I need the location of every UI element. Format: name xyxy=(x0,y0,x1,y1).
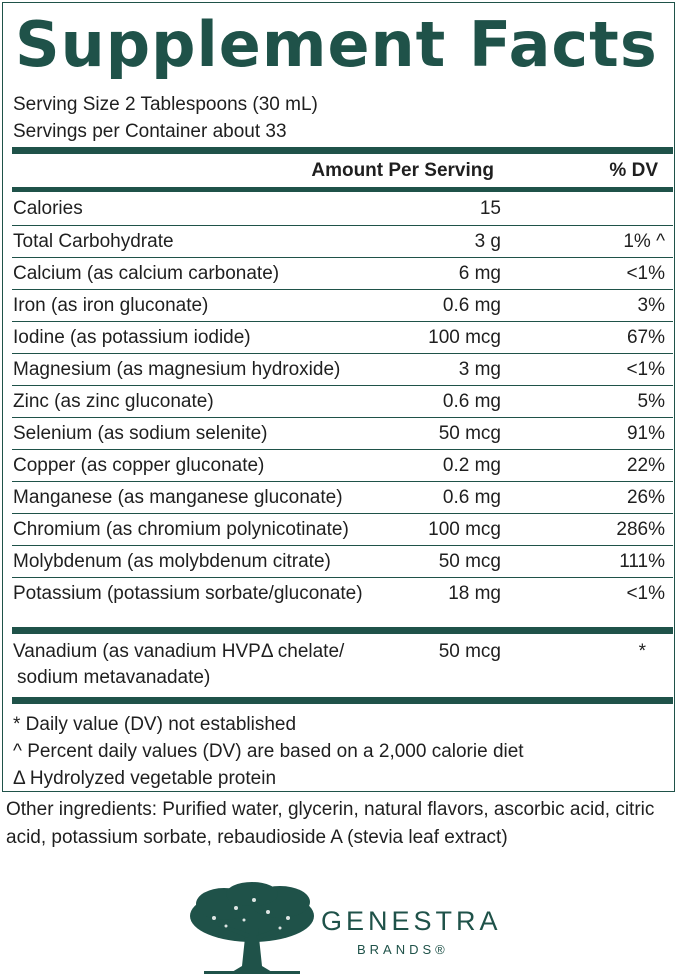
nutrient-amount: 100 mcg xyxy=(428,519,501,540)
nutrient-name: Total Carbohydrate xyxy=(13,231,174,252)
nutrient-dv: 26% xyxy=(626,487,665,508)
table-row: Zinc (as zinc gluconate) 0.6 mg 5% xyxy=(12,385,673,417)
header-bottom-divider xyxy=(12,187,673,192)
table-row: Calories 15 xyxy=(12,193,673,225)
panel-title: Supplement Facts xyxy=(15,8,658,81)
other-ingredients: Other ingredients: Purified water, glyce… xyxy=(6,799,655,848)
footer-divider xyxy=(12,697,673,704)
table-row: Molybdenum (as molybdenum citrate) 50 mcg… xyxy=(12,545,673,577)
brand-subtitle: BRANDS® xyxy=(357,942,449,957)
serving-size: Serving Size 2 Tablespoons (30 mL) xyxy=(13,94,318,115)
footnotes: * Daily value (DV) not established ^ Per… xyxy=(13,711,524,792)
nutrient-amount: 0.6 mg xyxy=(442,487,501,508)
servings-per-container: Servings per Container about 33 xyxy=(13,121,287,142)
brand-name: GENESTRA xyxy=(321,906,502,936)
nutrient-name: Zinc (as zinc gluconate) xyxy=(13,391,214,412)
nutrient-amount: 15 xyxy=(479,198,501,219)
table-row: Iodine (as potassium iodide) 100 mcg 67% xyxy=(12,321,673,353)
vanadium-name: Vanadium (as vanadium HVPΔ chelate/ sodi… xyxy=(13,639,393,691)
table-row: Manganese (as manganese gluconate) 0.6 mg… xyxy=(12,481,673,513)
nutrient-amount: 0.2 mg xyxy=(442,455,501,476)
nutrient-amount: 18 mg xyxy=(448,583,501,604)
footnote: ^ Percent daily values (DV) are based on… xyxy=(13,741,524,762)
nutrient-dv: 111% xyxy=(619,551,665,572)
table-row: Calcium (as calcium carbonate) 6 mg <1% xyxy=(12,257,673,289)
nutrient-table: Calories 15 Total Carbohydrate 3 g 1% ^ Calci… xyxy=(12,193,673,609)
table-row: Total Carbohydrate 3 g 1% ^ xyxy=(12,225,673,257)
nutrient-amount: 6 mg xyxy=(458,263,501,284)
vanadium-amount: 50 mcg xyxy=(438,641,501,662)
nutrient-amount: 0.6 mg xyxy=(442,391,501,412)
nutrient-dv: 22% xyxy=(626,455,665,476)
footnote: * Daily value (DV) not established xyxy=(13,714,297,735)
oak-tree-icon xyxy=(190,882,314,974)
nutrient-dv: 5% xyxy=(637,391,665,412)
nutrient-dv: <1% xyxy=(626,359,665,380)
nutrient-amount: 50 mcg xyxy=(438,423,501,444)
nutrient-name: Iodine (as potassium iodide) xyxy=(13,327,251,348)
nutrient-name: Manganese (as manganese gluconate) xyxy=(13,487,343,508)
table-row: Copper (as copper gluconate) 0.2 mg 22% xyxy=(12,449,673,481)
dv-header: % DV xyxy=(609,160,658,181)
nutrient-name: Selenium (as sodium selenite) xyxy=(13,423,268,444)
table-row: Potassium (potassium sorbate/gluconate) 1… xyxy=(12,577,673,609)
nutrient-name: Calcium (as calcium carbonate) xyxy=(13,263,280,284)
vanadium-dv: * xyxy=(638,641,646,662)
nutrient-name: Iron (as iron gluconate) xyxy=(13,295,209,316)
nutrient-amount: 3 mg xyxy=(458,359,501,380)
amount-header: Amount Per Serving xyxy=(311,160,494,181)
nutrient-amount: 100 mcg xyxy=(428,327,501,348)
nutrient-name: Copper (as copper gluconate) xyxy=(13,455,265,476)
nutrient-dv: 91% xyxy=(626,423,665,444)
nutrient-amount: 0.6 mg xyxy=(442,295,501,316)
nutrient-name: Chromium (as chromium polynicotinate) xyxy=(13,519,349,540)
nutrient-dv: <1% xyxy=(626,263,665,284)
nutrient-name: Potassium (potassium sorbate/gluconate) xyxy=(13,583,363,604)
section-divider xyxy=(12,627,673,634)
supplement-facts-panel: Supplement Facts Serving Size 2 Tablespo… xyxy=(2,2,675,792)
table-row: Selenium (as sodium selenite) 50 mcg 91% xyxy=(12,417,673,449)
vanadium-name-line1: Vanadium (as vanadium HVPΔ chelate/ xyxy=(13,641,345,662)
nutrient-dv: 67% xyxy=(626,327,665,348)
nutrient-dv: 1% ^ xyxy=(623,231,665,252)
vanadium-name-line2: sodium metavanadate) xyxy=(17,667,211,688)
nutrient-name: Calories xyxy=(13,198,83,219)
table-row: Chromium (as chromium polynicotinate) 100… xyxy=(12,513,673,545)
footnote: Δ Hydrolyzed vegetable protein xyxy=(13,768,277,789)
vanadium-row: Vanadium (as vanadium HVPΔ chelate/ sodi… xyxy=(12,637,673,697)
nutrient-dv: <1% xyxy=(626,583,665,604)
table-row: Iron (as iron gluconate) 0.6 mg 3% xyxy=(12,289,673,321)
nutrient-dv: 3% xyxy=(637,295,665,316)
nutrient-amount: 50 mcg xyxy=(438,551,501,572)
header-divider xyxy=(12,147,673,154)
nutrient-amount: 3 g xyxy=(474,231,501,252)
table-row: Magnesium (as magnesium hydroxide) 3 mg <1… xyxy=(12,353,673,385)
nutrient-name: Molybdenum (as molybdenum citrate) xyxy=(13,551,331,572)
nutrient-name: Magnesium (as magnesium hydroxide) xyxy=(13,359,341,380)
nutrient-dv: 286% xyxy=(616,519,665,540)
